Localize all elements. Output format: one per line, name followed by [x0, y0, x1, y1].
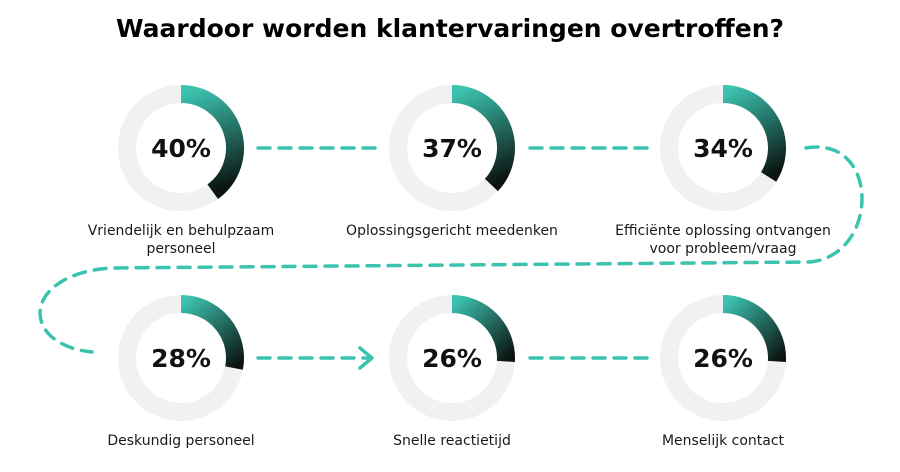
value-label: 34% — [693, 134, 753, 163]
value-label: 28% — [151, 344, 211, 373]
connector — [38, 145, 864, 354]
chart-title: Waardoor worden klantervaringen overtrof… — [115, 14, 785, 43]
category-label: Vriendelijk en behulpzaam personeel — [87, 223, 275, 257]
value-label: 26% — [422, 344, 482, 373]
category-label: Efficiënte oplossing ontvangen voor prob… — [615, 223, 831, 257]
category-label: Snelle reactietijd — [393, 433, 511, 449]
donut-arc — [451, 85, 515, 192]
value-label: 40% — [151, 134, 211, 163]
donut-arc — [180, 295, 244, 370]
donut-arc — [722, 295, 786, 362]
arrow-head — [358, 346, 374, 370]
category-label: Oplossingsgericht meedenken — [346, 223, 558, 239]
category-label: Deskundig personeel — [107, 433, 255, 449]
value-label: 26% — [693, 344, 753, 373]
donut-arc — [722, 85, 786, 182]
value-label: 37% — [422, 134, 482, 163]
connectors — [38, 145, 864, 370]
donut-arc — [451, 295, 515, 362]
donut-arc — [180, 85, 244, 199]
category-label: Menselijk contact — [661, 433, 785, 449]
